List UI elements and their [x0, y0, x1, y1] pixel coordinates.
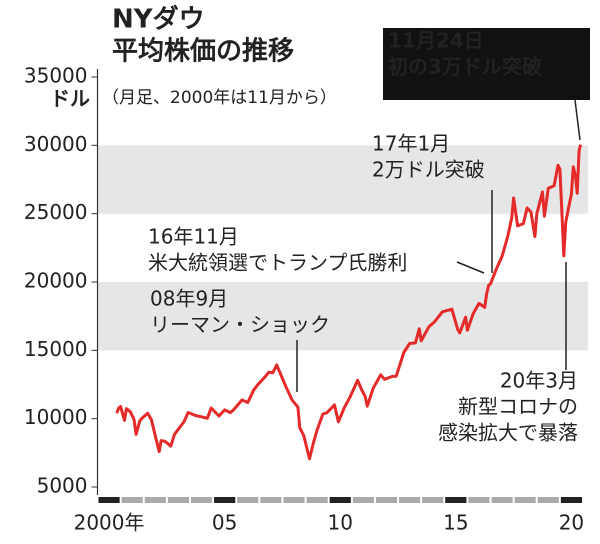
year-segment	[352, 497, 374, 503]
y-tick-label: 10000	[24, 405, 88, 429]
annotation: 2万ドル突破	[372, 158, 485, 182]
y-tick-label: 20000	[24, 269, 88, 293]
year-segment	[375, 497, 398, 503]
annotation-box	[383, 28, 590, 100]
y-tick-label: 25000	[24, 200, 88, 224]
x-tick-label: 15	[443, 511, 468, 535]
line-series	[115, 144, 583, 461]
year-segment	[399, 497, 421, 503]
year-segment	[422, 497, 444, 503]
x-tick	[214, 497, 236, 503]
year-segment	[283, 497, 305, 503]
x-tick-label: 20	[559, 511, 584, 535]
year-segment	[144, 497, 166, 503]
year-segment	[167, 497, 189, 503]
year-segment	[537, 497, 559, 503]
x-tick	[98, 497, 120, 503]
year-segment	[306, 497, 328, 503]
leader-line	[574, 99, 581, 141]
year-segment	[237, 497, 259, 503]
annotation: 感染拡大で暴落	[438, 421, 578, 445]
year-segment	[121, 497, 143, 503]
y-tick-label: 5000	[37, 474, 88, 498]
annotation: 11月24日	[388, 29, 484, 53]
leader-line	[456, 261, 485, 274]
y-tick-label: 30000	[24, 132, 88, 156]
annotation: 17年1月	[372, 132, 450, 156]
year-segment	[491, 497, 513, 503]
year-segment	[514, 497, 536, 503]
y-tick-label: 35000	[24, 64, 88, 88]
chart-title: 平均株価の推移	[112, 37, 294, 67]
annotation: リーマン・ショック	[150, 313, 330, 337]
annotation: 16年11月	[148, 225, 239, 249]
y-tick-label: 15000	[24, 337, 88, 361]
annotation: 20年3月	[500, 369, 578, 393]
annotation: 米大統領選でトランプ氏勝利	[148, 251, 407, 275]
year-segment	[190, 497, 213, 503]
x-tick-label: 10	[328, 511, 353, 535]
grid-band	[97, 145, 588, 214]
year-segment	[468, 497, 490, 503]
year-segment	[260, 497, 282, 503]
x-tick-label: 05	[212, 511, 237, 535]
x-tick	[445, 497, 467, 503]
x-tick-label: 2000年	[74, 511, 145, 535]
y-axis-label: ドル	[50, 87, 90, 111]
x-tick	[329, 497, 351, 503]
grid-band	[97, 282, 588, 351]
annotation: 初の3万ドル突破	[388, 55, 542, 79]
annotation: 08年9月	[150, 287, 228, 311]
chart-subtitle: （月足、2000年は11月から）	[102, 88, 337, 108]
x-tick	[560, 497, 582, 503]
chart-title: NYダウ	[112, 4, 205, 35]
annotation: 新型コロナの	[458, 395, 578, 419]
